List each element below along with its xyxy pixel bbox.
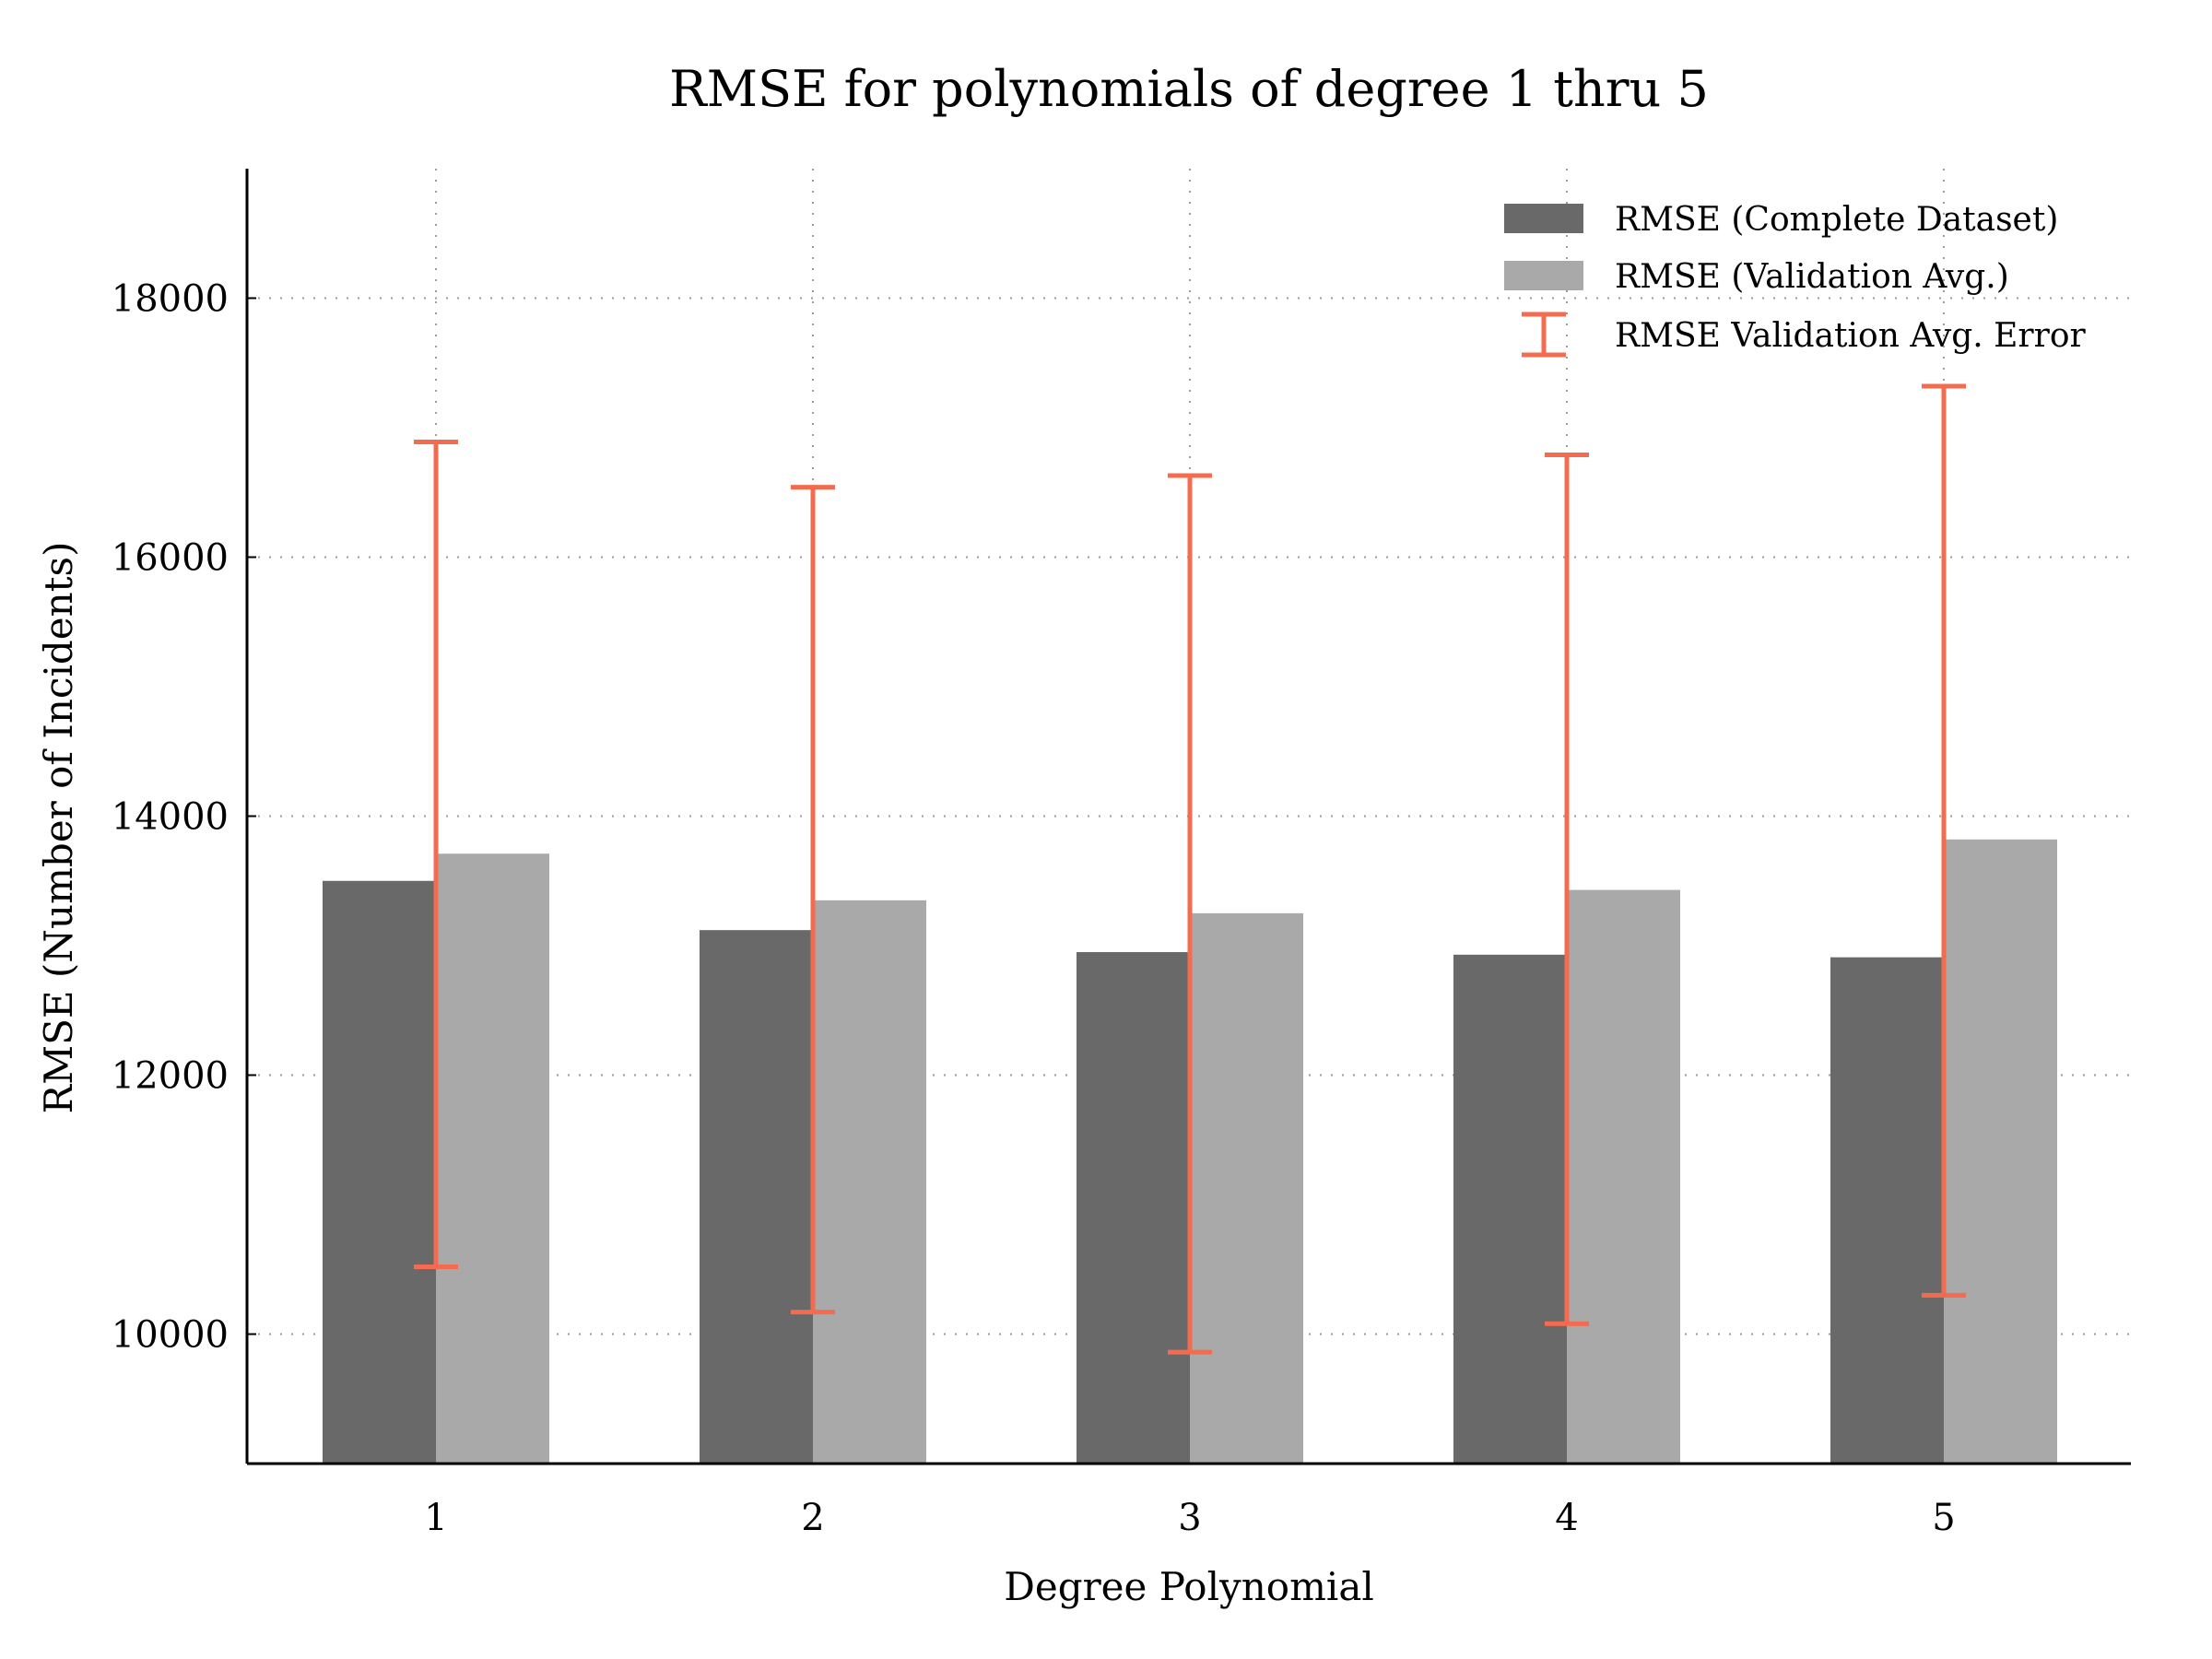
y-tick-label: 10000 xyxy=(112,1314,229,1357)
legend-label: RMSE (Validation Avg.) xyxy=(1615,258,2009,296)
y-axis-label: RMSE (Number of Incidents) xyxy=(36,542,81,1114)
error-bar xyxy=(1545,453,1589,1326)
bar-validation-avg xyxy=(436,853,549,1464)
legend: RMSE (Complete Dataset) RMSE (Validation … xyxy=(1504,201,2087,358)
error-bars xyxy=(414,383,1966,1355)
x-tick-label: 2 xyxy=(801,1497,824,1539)
x-tick-label: 4 xyxy=(1555,1497,1578,1539)
bar-complete-dataset xyxy=(1453,954,1567,1464)
x-axis-label: Degree Polynomial xyxy=(1004,1564,1374,1609)
y-tick-label: 12000 xyxy=(112,1055,229,1098)
error-bar xyxy=(1922,383,1966,1298)
legend-swatch-validation xyxy=(1504,261,1583,290)
legend-swatch-error xyxy=(1522,312,1566,358)
bars xyxy=(323,839,2057,1464)
error-bar xyxy=(791,485,835,1315)
bar-complete-dataset xyxy=(700,930,813,1464)
legend-swatch-complete xyxy=(1504,204,1583,233)
bar-complete-dataset xyxy=(323,880,436,1464)
x-tick-label: 1 xyxy=(424,1497,447,1539)
error-bar xyxy=(414,439,458,1269)
bar-validation-avg xyxy=(813,900,926,1464)
bar-complete-dataset xyxy=(1830,957,1944,1464)
tick-labels: 10000 12000 14000 16000 18000 1 2 3 4 5 xyxy=(112,278,1956,1540)
y-tick-label: 14000 xyxy=(112,796,229,839)
error-bar xyxy=(1168,473,1212,1355)
bar-validation-avg xyxy=(1567,889,1680,1464)
chart-title: RMSE for polynomials of degree 1 thru 5 xyxy=(669,60,1709,118)
x-tick-label: 5 xyxy=(1932,1497,1955,1539)
bar-validation-avg xyxy=(1944,839,2057,1464)
y-tick-label: 18000 xyxy=(112,278,229,321)
x-tick-label: 3 xyxy=(1178,1497,1201,1539)
bar-validation-avg xyxy=(1190,912,1303,1464)
legend-label: RMSE Validation Avg. Error xyxy=(1615,317,2087,355)
axes xyxy=(245,169,2131,1465)
bar-complete-dataset xyxy=(1077,952,1190,1464)
y-tick-label: 16000 xyxy=(112,537,229,580)
legend-label: RMSE (Complete Dataset) xyxy=(1615,201,2058,239)
